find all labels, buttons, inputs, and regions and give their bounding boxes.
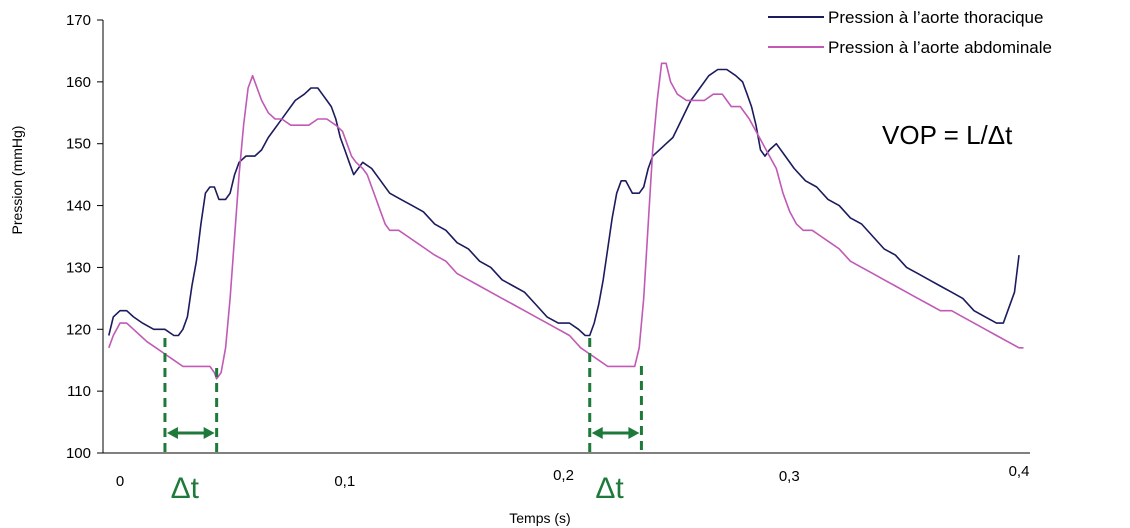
legend: Pression à l’aorte thoracique Pression à… xyxy=(768,8,1052,57)
delta-t-arrow-head-right xyxy=(203,427,215,439)
delta-t-arrow-head-left xyxy=(166,427,178,439)
y-axis-ticks: 100 110 120 130 140 150 160 170 xyxy=(66,12,103,462)
axes xyxy=(102,20,1030,454)
series-layer xyxy=(108,62,1024,380)
x-tick-label: 0,2 xyxy=(553,467,574,484)
vop-formula: VOP = L/Δt xyxy=(882,120,1013,150)
delta-t-markers: Δt Δt xyxy=(163,338,643,505)
y-tick-label: 160 xyxy=(66,74,91,91)
x-tick-label: 0,1 xyxy=(334,473,355,490)
y-tick-label: 100 xyxy=(66,445,91,462)
x-axis-ticks: 0 0,1 0,2 0,3 0,4 xyxy=(116,463,1030,490)
legend-label-thoracic: Pression à l’aorte thoracique xyxy=(828,8,1043,27)
x-tick-label: 0 xyxy=(116,473,124,490)
y-axis-title: Pression (mmHg) xyxy=(9,126,25,235)
series-line-thoracic xyxy=(108,68,1020,337)
x-tick-label: 0,4 xyxy=(1009,463,1030,480)
y-tick-label: 140 xyxy=(66,198,91,215)
delta-t-label: Δt xyxy=(171,472,200,505)
x-axis-title: Temps (s) xyxy=(509,510,570,526)
y-tick-label: 110 xyxy=(67,383,91,400)
x-tick-label: 0,3 xyxy=(779,468,800,485)
delta-t-arrow-head-left xyxy=(591,427,603,439)
legend-label-abdominal: Pression à l’aorte abdominale xyxy=(828,38,1052,57)
delta-t-arrow-head-right xyxy=(628,427,640,439)
series-line-abdominal xyxy=(108,62,1024,380)
y-tick-label: 120 xyxy=(66,321,91,338)
y-tick-label: 150 xyxy=(66,136,91,153)
y-tick-label: 170 xyxy=(66,12,91,29)
y-tick-label: 130 xyxy=(66,259,91,276)
delta-t-label: Δt xyxy=(595,472,624,505)
